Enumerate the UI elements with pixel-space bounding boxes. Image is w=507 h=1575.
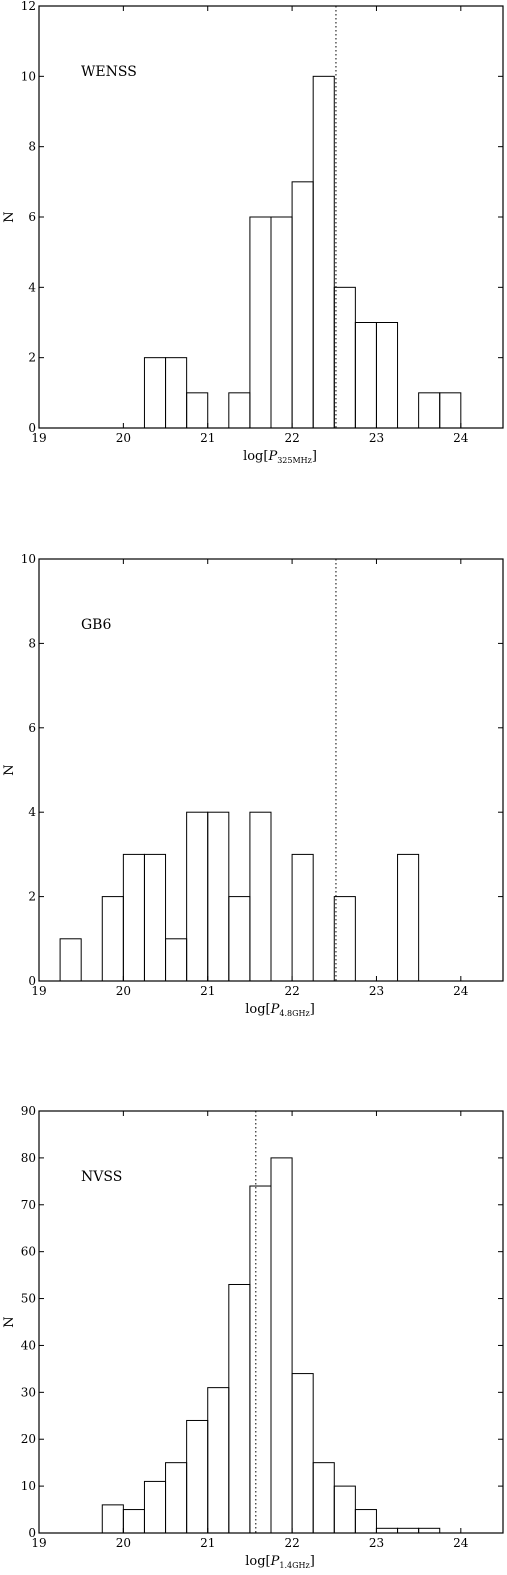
y-tick-label: 6 (28, 721, 36, 735)
histogram-bar (333, 286, 356, 429)
histogram-bar (354, 322, 377, 429)
x-axis-title: log[P325MHz] (243, 449, 317, 465)
panel-label: NVSS (81, 1169, 122, 1185)
histogram-bar (291, 181, 314, 429)
histogram-bar (375, 322, 399, 429)
y-tick-label: 10 (21, 552, 36, 566)
histogram-bar (270, 1157, 293, 1534)
y-tick-label: 90 (21, 1104, 36, 1118)
histogram-bar (228, 1283, 251, 1534)
histogram-bar (165, 938, 188, 982)
x-tick-label: 22 (284, 431, 299, 445)
histogram-bar (143, 1480, 167, 1534)
x-tick-label: 24 (453, 984, 469, 998)
y-tick-label: 70 (21, 1198, 36, 1212)
x-tick-label: 20 (116, 431, 131, 445)
y-tick-label: 60 (21, 1245, 36, 1259)
panel-label: WENSS (81, 64, 137, 80)
histogram-bar (333, 1485, 356, 1534)
x-tick-label: 21 (200, 431, 215, 445)
x-tick-label: 22 (284, 984, 299, 998)
x-tick-label: 22 (284, 1536, 299, 1550)
histogram-bar (59, 938, 82, 982)
y-tick-label: 40 (21, 1338, 36, 1352)
x-axis-title: log[P4.8GHz] (245, 1002, 315, 1018)
histogram-bar (312, 75, 335, 429)
x-tick-label: 23 (369, 1536, 384, 1550)
y-tick-label: 6 (28, 210, 36, 224)
y-axis-title: N (2, 764, 17, 775)
x-tick-label: 19 (31, 1536, 46, 1550)
y-tick-label: 10 (21, 1479, 36, 1493)
y-tick-label: 20 (21, 1432, 36, 1446)
y-tick-label: 0 (28, 1526, 36, 1540)
histogram-bar (101, 1504, 124, 1534)
x-tick-label: 20 (116, 984, 131, 998)
histogram-bar (418, 1527, 441, 1534)
y-tick-label: 4 (28, 805, 36, 819)
x-tick-label: 24 (453, 1536, 469, 1550)
y-tick-label: 12 (21, 0, 36, 13)
histogram-bar (291, 1373, 314, 1534)
x-tick-label: 21 (200, 984, 215, 998)
histogram-bar (101, 896, 124, 982)
x-axis-title: log[P1.4GHz] (245, 1554, 315, 1570)
histogram-bar (207, 1387, 230, 1534)
x-tick-label: 19 (31, 431, 46, 445)
histogram-bar (165, 1462, 188, 1534)
histogram-bar (397, 853, 420, 982)
y-tick-label: 8 (28, 636, 36, 650)
histogram-bar (228, 392, 251, 429)
y-tick-label: 50 (21, 1292, 36, 1306)
y-tick-label: 4 (28, 280, 36, 294)
y-tick-label: 2 (28, 351, 36, 365)
histogram-bar (186, 392, 209, 429)
panel-label: GB6 (81, 617, 111, 633)
x-tick-label: 21 (200, 1536, 215, 1550)
y-tick-label: 0 (28, 421, 36, 435)
y-tick-label: 0 (28, 974, 36, 988)
y-axis-title: N (2, 211, 17, 222)
y-tick-label: 80 (21, 1151, 36, 1165)
histogram-bar (186, 1419, 209, 1534)
histogram-bar (249, 811, 272, 982)
histogram-bar (291, 853, 314, 982)
histogram-bar (354, 1509, 377, 1534)
histogram-bar (439, 392, 462, 429)
y-axis-title: N (2, 1316, 17, 1327)
histogram-bar (143, 853, 167, 982)
histogram-bar (122, 1509, 145, 1534)
histogram-bar (375, 1527, 399, 1534)
x-tick-label: 23 (369, 984, 384, 998)
x-tick-label: 20 (116, 1536, 131, 1550)
histogram-panel-nvss: 19 20 21 22 23 24 0 10 20 30 40 50 60 70 80 90 NVSS Nlog[… (2, 1104, 504, 1570)
histogram-bar (249, 216, 272, 429)
histogram-bar (333, 896, 356, 982)
histogram-bar (207, 811, 230, 982)
histogram-bar (418, 392, 441, 429)
histogram-bar (270, 216, 293, 429)
x-tick-label: 23 (369, 431, 384, 445)
histogram-bar (228, 896, 251, 982)
x-tick-label: 24 (453, 431, 469, 445)
y-tick-label: 2 (28, 890, 36, 904)
histogram-bar (165, 357, 188, 429)
plot-frame (38, 558, 504, 982)
plot-frame (38, 1110, 504, 1534)
histogram-bar (249, 1185, 272, 1534)
histogram-bar (312, 1462, 335, 1534)
y-tick-label: 8 (28, 140, 36, 154)
histogram-bar (122, 853, 145, 982)
y-tick-label: 10 (21, 69, 36, 83)
x-tick-label: 19 (31, 984, 46, 998)
histogram-bar (143, 357, 167, 429)
histogram-bar (186, 811, 209, 982)
y-tick-label: 30 (21, 1385, 36, 1399)
histogram-bar (397, 1527, 420, 1534)
